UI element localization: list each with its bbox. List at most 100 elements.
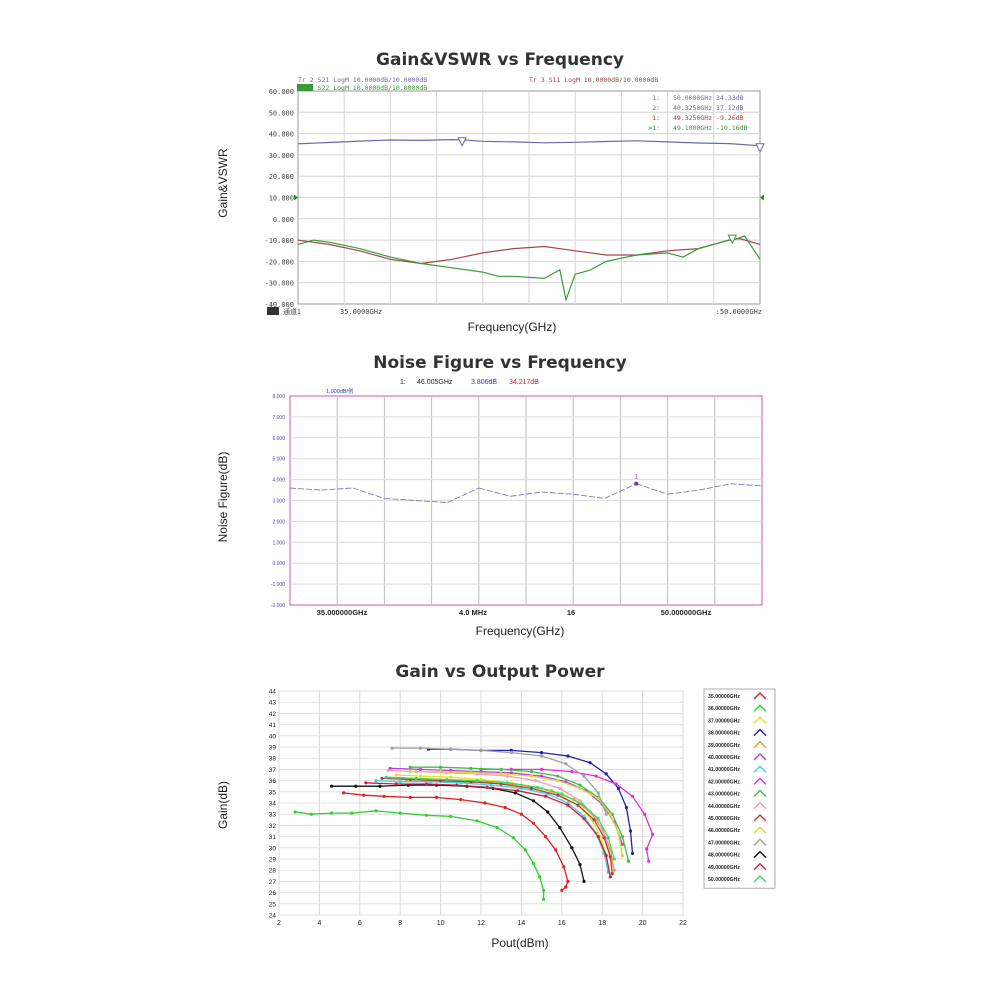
chart1-marker-label: 1: [652, 94, 660, 102]
chart3-series-point [418, 774, 422, 778]
chart3-xtick: 22 [679, 920, 687, 927]
chart3-ytick: 31 [269, 834, 277, 841]
chart3-series-point [570, 846, 574, 850]
chart2-series-segment [636, 483, 668, 495]
chart2-bottom-label: 35.000000GHz [317, 608, 368, 617]
chart3-series-point [620, 835, 625, 839]
chart3-series-point [564, 885, 568, 889]
chart3-series-point [350, 811, 354, 815]
chart3-series-point [628, 829, 633, 833]
chart2-bottom-label: 50.000000GHz [661, 608, 712, 617]
chart3-ytick: 32 [269, 823, 277, 830]
chart3-series-point [602, 836, 606, 840]
chart3-series-point [566, 754, 570, 758]
chart3-series-point [558, 786, 562, 791]
chart3-xtick: 4 [317, 920, 321, 927]
chart3-series-point [596, 835, 600, 839]
chart2-ytick: 0.000 [272, 561, 285, 567]
chart2-series-segment [699, 483, 731, 491]
chart3-series-point [578, 783, 582, 787]
chart1-marker-triangle [727, 234, 738, 245]
chart3-legend-swatch [753, 740, 767, 749]
chart3-series-point [329, 811, 334, 815]
chart3-series-point [647, 859, 651, 863]
chart3-ytick: 35 [269, 789, 277, 796]
chart2-series-segment [541, 491, 574, 495]
chart3-series-point [540, 754, 544, 758]
chart3-series-point [485, 785, 489, 789]
chart3-series-point [608, 812, 612, 816]
chart3-legend-label: 47.00000GHz [708, 840, 740, 846]
chart3-legend-swatch [753, 801, 767, 810]
chart3-series-point [558, 826, 562, 830]
chart1-ref-arrow-left [294, 194, 298, 201]
chart3-series-point [533, 779, 538, 783]
chart3-ytick: 38 [269, 756, 277, 763]
chart3-series-point [509, 748, 513, 753]
chart3-series-point [499, 767, 503, 772]
chart1-ref-arrow-right [760, 194, 764, 201]
chart3-series-point [398, 811, 402, 815]
chart3-series-point [380, 776, 384, 781]
chart3-ytick: 44 [269, 689, 277, 696]
chart3-series-point [435, 795, 439, 800]
chart2-ytick: 6.000 [272, 436, 285, 442]
chart2-ytick: 1.000 [272, 540, 285, 546]
chart3-series-point [560, 792, 564, 796]
chart2-marker-gain: 34.217dB [509, 379, 539, 386]
chart3-series-point [592, 818, 596, 822]
chart3-series-point [309, 812, 313, 816]
chart2-series-segment [321, 487, 353, 491]
chart1-marker-readout: 49.3250GHz -9.26dB [673, 114, 744, 122]
chart3-series-point [424, 782, 429, 786]
chart3-series-point [384, 775, 388, 779]
chart2-series-segment [289, 487, 322, 491]
chart3-ytick: 26 [269, 890, 277, 897]
chart3-series-point [566, 803, 570, 807]
chart3-series-point [329, 784, 334, 788]
chart1-ytick: 50.000 [269, 109, 294, 117]
chart3-legend-label: 37.00000GHz [708, 718, 740, 724]
chart2-series-segment [573, 493, 605, 499]
chart3-series-point [596, 791, 600, 795]
chart3-series-point [424, 813, 429, 817]
chart3-series-point [620, 854, 625, 858]
chart3-legend-swatch [753, 814, 767, 822]
chart2-series-segment [384, 497, 416, 501]
chart3-series-point [612, 857, 616, 861]
chart3-series-line [392, 747, 607, 815]
chart1-ytick: -40.000 [264, 301, 294, 309]
chart3-legend-swatch [753, 850, 767, 859]
chart1-ytick: -30.000 [264, 280, 294, 288]
chart1-trace-label-s11: Tr 3 S11 LogM 10.0000dB/10.0000dB [529, 76, 658, 84]
chart1-ytick: 30.000 [269, 152, 294, 160]
chart3-series-point [495, 826, 499, 830]
chart3-legend-label: 43.00000GHz [708, 792, 740, 798]
chart3-series-point [582, 774, 586, 778]
chart3-series-point [582, 879, 586, 884]
chart3-series-point [614, 782, 618, 786]
chart2-xlabel: Frequency(GHz) [475, 624, 565, 638]
chart1-ytick: -10.000 [264, 237, 294, 245]
chart3-series-point [511, 836, 515, 840]
chart3-legend-label: 35.00000GHz [708, 694, 740, 700]
chart3-series-point [538, 875, 542, 879]
chart2-title: Noise Figure vs Frequency [373, 353, 627, 373]
chart3-legend-label: 46.00000GHz [708, 828, 740, 834]
chart3-series-point [570, 770, 574, 774]
chart3-series-point [606, 836, 610, 840]
chart2-marker-freq: 46.005GHz [417, 379, 453, 386]
chart3-legend-label: 38.00000GHz [708, 731, 740, 737]
chart3-ytick: 40 [269, 733, 277, 740]
chart3-series-point [509, 751, 513, 755]
chart2-series-segment [352, 487, 385, 499]
chart3-xtick: 12 [477, 920, 485, 927]
chart3-series-point [604, 812, 608, 816]
chart3-series-point [374, 779, 378, 783]
chart3-legend-swatch [753, 765, 767, 773]
chart3-xtick: 20 [639, 920, 647, 927]
chart3-series-point [418, 767, 422, 772]
chart2-series-segment [478, 487, 511, 497]
chart3-series-line [396, 774, 611, 878]
chart1-ytick: 10.000 [269, 195, 294, 203]
